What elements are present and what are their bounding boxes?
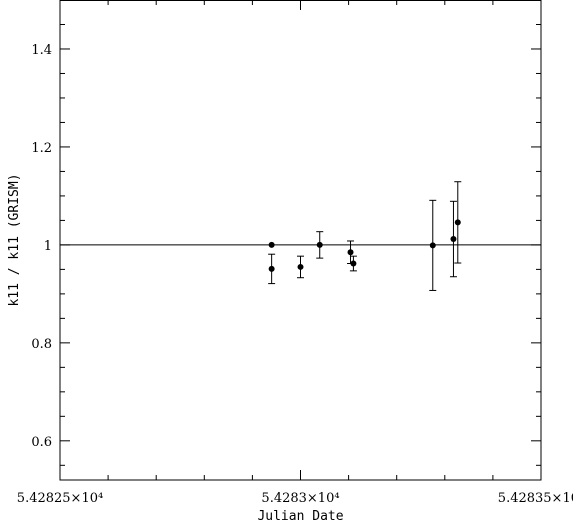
y-tick-labels: 0.6 0.8 1 1.2 1.4 bbox=[31, 43, 52, 450]
error-bars bbox=[268, 181, 462, 291]
y-tick-label: 1 bbox=[44, 239, 52, 254]
data-points bbox=[268, 219, 461, 272]
axis-ticks bbox=[59, 0, 542, 480]
data-point bbox=[268, 241, 275, 248]
y-tick-label: 1.4 bbox=[31, 43, 52, 58]
data-point bbox=[454, 219, 461, 226]
data-point bbox=[347, 249, 354, 256]
x-tick-label: 5.42835×10⁴ bbox=[498, 491, 573, 506]
y-tick-label: 0.8 bbox=[31, 337, 52, 352]
x-axis-label: Julian Date bbox=[257, 509, 343, 522]
data-point bbox=[429, 242, 436, 249]
y-axis-label: k11 / k11 (GRISM) bbox=[7, 173, 22, 306]
data-point bbox=[316, 241, 323, 248]
data-point bbox=[450, 236, 457, 243]
x-tick-label: 5.4283×10⁴ bbox=[261, 491, 339, 506]
data-point bbox=[297, 263, 304, 270]
x-tick-labels: 5.42825×10⁴ 5.4283×10⁴ 5.42835×10⁴ bbox=[17, 491, 573, 506]
y-tick-label: 0.6 bbox=[31, 435, 52, 450]
plot-frame bbox=[59, 0, 542, 481]
x-tick-label: 5.42825×10⁴ bbox=[17, 491, 103, 506]
data-point bbox=[350, 260, 357, 267]
y-tick-label: 1.2 bbox=[31, 141, 52, 156]
data-point bbox=[268, 265, 275, 272]
